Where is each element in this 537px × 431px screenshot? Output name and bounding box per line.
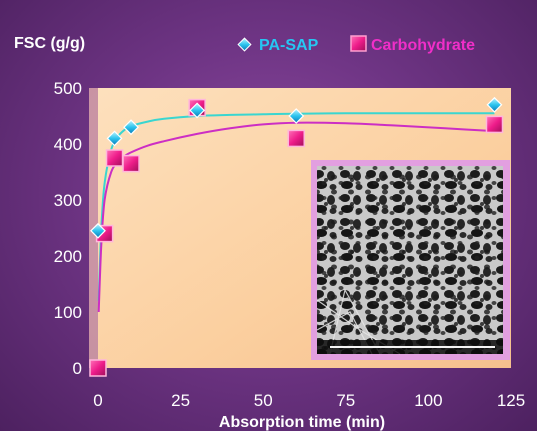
x-tick-label: 75 [336,391,355,410]
data-point-carbohydrate [287,129,305,148]
data-point-pa-sap [90,222,106,239]
x-tick-label: 0 [93,391,102,410]
data-point-carbohydrate [105,149,124,167]
legend-item-pa-sap: PA-SAP [237,37,319,54]
y-tick-labels: 0 100 200 300 400 500 [54,79,82,378]
legend-diamond-icon [237,37,252,52]
x-tick-labels: 0 25 50 75 100 125 [93,391,525,410]
data-point-pa-sap [123,119,139,136]
legend: PA-SAP Carbohydrate [237,35,475,54]
data-point-pa-sap [106,130,123,147]
y-tick-label: 500 [54,79,82,98]
x-tick-label: 25 [171,391,190,410]
data-point-carbohydrate [89,359,107,377]
legend-square-icon [350,35,367,52]
x-axis-title: Absorption time (min) [219,414,385,431]
data-point-carbohydrate [485,115,504,134]
x-tick-label: 100 [414,391,442,410]
y-axis-title: FSC (g/g) [14,35,85,52]
y-tick-label: 300 [54,191,82,210]
data-points [89,96,504,377]
data-point-pa-sap [189,102,206,119]
data-point-carbohydrate [122,154,140,173]
x-tick-label: 125 [497,391,525,410]
data-point-pa-sap [288,108,305,124]
y-tick-label: 200 [54,247,82,266]
fit-curve-carbohydrate [97,121,495,313]
y-tick-label: 100 [54,303,82,322]
y-tick-label: 0 [73,359,82,378]
legend-item-carbohydrate: Carbohydrate [350,35,475,54]
sem-micrograph-image [311,160,510,360]
y-tick-label: 400 [54,135,82,154]
x-tick-label: 50 [254,391,273,410]
legend-label-carbohydrate: Carbohydrate [371,37,475,54]
data-point-pa-sap [486,96,503,113]
legend-label-pa-sap: PA-SAP [259,37,319,54]
